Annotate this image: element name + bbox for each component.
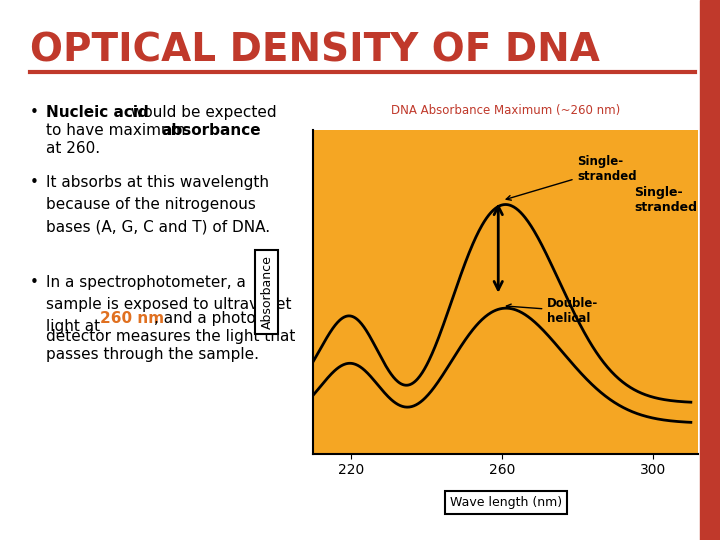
Text: Nucleic acid: Nucleic acid <box>46 105 149 120</box>
Text: detector measures the light that: detector measures the light that <box>46 329 295 344</box>
Text: In a spectrophotometer, a
sample is exposed to ultraviolet
light at: In a spectrophotometer, a sample is expo… <box>46 275 292 334</box>
Text: at 260.: at 260. <box>46 141 100 156</box>
Text: absorbance: absorbance <box>161 123 261 138</box>
Text: •: • <box>30 275 39 290</box>
Text: to have maximum: to have maximum <box>46 123 190 138</box>
Text: OPTICAL DENSITY OF DNA: OPTICAL DENSITY OF DNA <box>30 31 600 69</box>
Text: passes through the sample.: passes through the sample. <box>46 347 259 362</box>
Text: 260 nm: 260 nm <box>100 311 164 326</box>
Bar <box>700 0 720 540</box>
Text: Absorbance: Absorbance <box>261 255 274 328</box>
Text: would be expected: would be expected <box>126 105 276 120</box>
Text: It absorbs at this wavelength
because of the nitrogenous
bases (A, G, C and T) o: It absorbs at this wavelength because of… <box>46 175 270 234</box>
Text: DNA Absorbance Maximum (~260 nm): DNA Absorbance Maximum (~260 nm) <box>391 104 621 117</box>
Text: , and a photo-: , and a photo- <box>154 311 261 326</box>
Text: Double-
helical: Double- helical <box>506 297 598 325</box>
Text: Wave length (nm): Wave length (nm) <box>450 496 562 509</box>
Text: Single-
stranded: Single- stranded <box>506 155 637 200</box>
Text: •: • <box>30 105 39 120</box>
Text: Single-
stranded: Single- stranded <box>634 186 697 214</box>
Text: •: • <box>30 175 39 190</box>
